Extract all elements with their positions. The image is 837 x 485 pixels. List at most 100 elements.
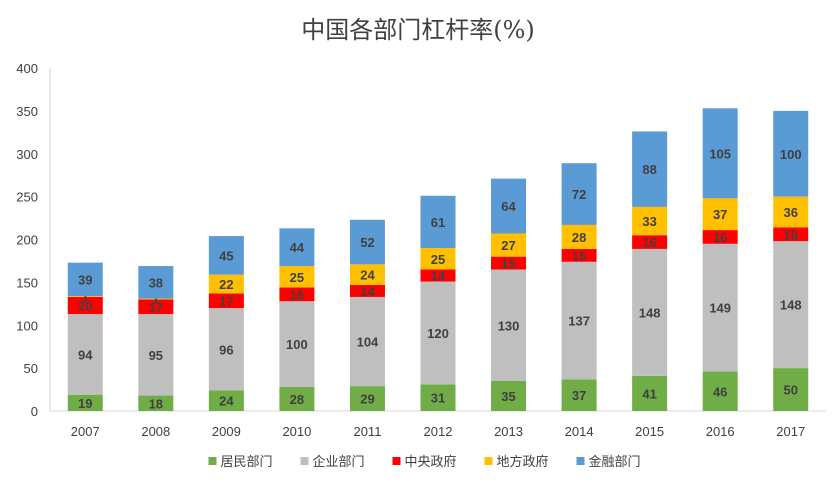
data-label: 52 [360, 235, 374, 250]
data-label: 37 [572, 388, 586, 403]
x-tick-label: 2014 [565, 424, 594, 439]
data-label: 17 [149, 300, 163, 315]
bar-segment [561, 379, 597, 411]
data-label: 45 [219, 248, 233, 263]
data-label: 1 [152, 292, 159, 307]
bar-segment [420, 269, 456, 282]
bar-segment [491, 233, 527, 257]
chart-title: 中国各部门杠杆率(%) [301, 16, 535, 44]
data-label: 37 [713, 207, 727, 222]
bar-segment [138, 266, 174, 299]
bar-segment [279, 301, 315, 387]
data-label: 16 [713, 230, 727, 245]
data-label: 39 [78, 272, 92, 287]
data-label: 46 [713, 384, 727, 399]
x-tick-label: 2017 [776, 424, 805, 439]
bar-segment [632, 375, 668, 411]
data-label: 105 [709, 146, 731, 161]
bar-segment [561, 163, 597, 225]
data-label: 38 [149, 275, 163, 290]
bar-segment [773, 241, 809, 369]
y-tick-label: 400 [16, 61, 38, 76]
bar-segment [349, 284, 385, 297]
data-label: 29 [360, 392, 374, 407]
bar-segment [349, 386, 385, 411]
data-label: 36 [783, 205, 797, 220]
data-label: 22 [219, 277, 233, 292]
x-axis: 2007 2008 2009 2010 2011 2012 2013 2014 2015 2016… [50, 410, 826, 439]
bar-segment [67, 394, 103, 411]
bar-segment [561, 224, 597, 249]
legend-swatch [208, 457, 217, 465]
bar-segment [491, 269, 527, 381]
data-label: 15 [572, 248, 586, 263]
legend-label: 金融部门 [589, 454, 641, 470]
data-label: 148 [780, 298, 802, 313]
data-label: 28 [290, 392, 304, 407]
data-label: 31 [431, 391, 445, 406]
data-label: 137 [568, 314, 590, 329]
x-tick-label: 2010 [282, 424, 311, 439]
data-label: 35 [501, 389, 515, 404]
bar-segment [632, 131, 668, 207]
bar-segment [773, 196, 809, 228]
bar-segment [349, 264, 385, 285]
y-tick-label: 300 [16, 147, 38, 162]
data-label: 16 [783, 227, 797, 242]
data-label: 50 [783, 383, 797, 398]
bar-segment [420, 195, 456, 249]
legend: 居民部门 企业部门 中央政府 地方政府 金融部门 [208, 454, 641, 470]
data-label: 148 [639, 305, 661, 320]
bar-segment [561, 261, 597, 380]
data-label: 44 [290, 240, 305, 255]
bar-segment [491, 380, 527, 411]
data-label: 61 [431, 215, 445, 230]
data-label: 25 [290, 270, 304, 285]
data-label: 100 [780, 147, 802, 162]
bar-segment [67, 296, 103, 297]
data-label: 72 [572, 187, 586, 202]
bar-segment [138, 314, 174, 396]
bar-segment [208, 390, 244, 411]
data-label: 104 [357, 335, 379, 350]
data-label: 96 [219, 342, 233, 357]
bar-segment [349, 296, 385, 387]
bar-segment [279, 266, 315, 288]
bar-segment [702, 243, 738, 372]
data-label: 14 [360, 284, 375, 299]
data-label: 25 [431, 252, 445, 267]
data-label: 130 [498, 318, 520, 333]
legend-swatch [484, 457, 493, 465]
bar-segment [702, 108, 738, 199]
data-label: 28 [572, 230, 586, 245]
legend-label: 居民部门 [221, 455, 273, 470]
bar-segment [491, 178, 527, 234]
bar-segment [420, 384, 456, 411]
bar-segment [773, 110, 809, 197]
bar-segment [491, 256, 527, 270]
data-label: 18 [149, 396, 163, 411]
x-tick-label: 2008 [141, 424, 170, 439]
x-tick-label: 2016 [706, 424, 735, 439]
data-label: 24 [360, 268, 375, 283]
bar-segment [773, 227, 809, 242]
x-tick-label: 2015 [635, 424, 664, 439]
data-label: 17 [219, 294, 233, 309]
legend-swatch [392, 457, 401, 465]
bar-segment [67, 262, 103, 297]
data-label: 100 [286, 337, 308, 352]
data-label: 27 [501, 238, 515, 253]
x-tick-label: 2011 [353, 424, 381, 439]
data-label: 149 [709, 301, 731, 316]
data-label: 24 [219, 394, 234, 409]
bar-segment [138, 395, 174, 411]
bar-segment [773, 368, 809, 411]
bar-segment [349, 219, 385, 265]
bar-segment [420, 281, 456, 385]
data-label: 14 [431, 269, 446, 284]
bar-segment [208, 274, 244, 294]
data-label: 15 [501, 256, 515, 271]
bar-segment [67, 314, 103, 395]
x-tick-label: 2009 [212, 424, 241, 439]
